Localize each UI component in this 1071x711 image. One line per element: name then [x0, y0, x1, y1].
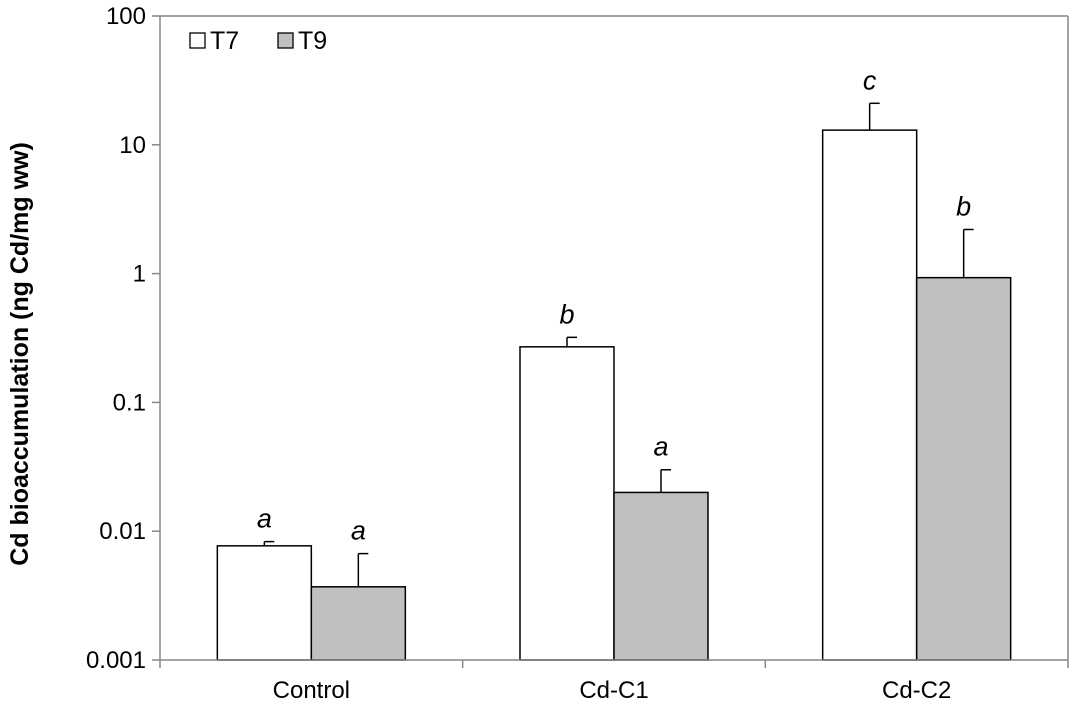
legend-swatch-t7	[189, 32, 206, 49]
axes: 0.001 0.01 0.1 1 10 100 Control Cd-C1 Cd-C2	[86, 3, 1069, 704]
bars	[216, 129, 1012, 661]
bar-t7-cd-c2	[821, 129, 918, 661]
bar-t9-cd-c1	[613, 491, 709, 661]
bar-t7-control	[216, 545, 313, 661]
y-tick-label: 0.01	[99, 518, 146, 545]
x-tick-label: Cd-C2	[882, 677, 951, 704]
significance-letter: b	[559, 299, 574, 329]
significance-letter: a	[257, 504, 272, 534]
bar-t9-control	[310, 586, 407, 661]
legend-swatch-t9	[277, 32, 294, 49]
significance-letters: a a b a c b	[257, 65, 971, 545]
y-tick-label: 100	[106, 3, 146, 30]
y-axis-label: Cd bioaccumulation (ng Cd/mg ww)	[6, 142, 34, 566]
legend-label-t9: T9	[298, 27, 327, 55]
legend: T7 T9	[189, 27, 327, 55]
bar-t9-cd-c2	[915, 276, 1012, 661]
significance-letter: a	[351, 516, 366, 546]
significance-letter: b	[956, 191, 971, 221]
x-tick-label: Cd-C1	[579, 677, 648, 704]
significance-letter: a	[653, 432, 668, 462]
error-bars	[263, 102, 974, 587]
y-tick-label: 10	[119, 132, 146, 159]
bar-t7-cd-c1	[519, 346, 615, 661]
significance-letter: c	[863, 65, 877, 95]
y-tick-label: 0.1	[113, 389, 146, 416]
x-tick-label: Control	[273, 677, 350, 704]
y-tick-label: 1	[133, 261, 146, 288]
legend-label-t7: T7	[210, 27, 239, 55]
y-tick-label: 0.001	[86, 647, 146, 674]
